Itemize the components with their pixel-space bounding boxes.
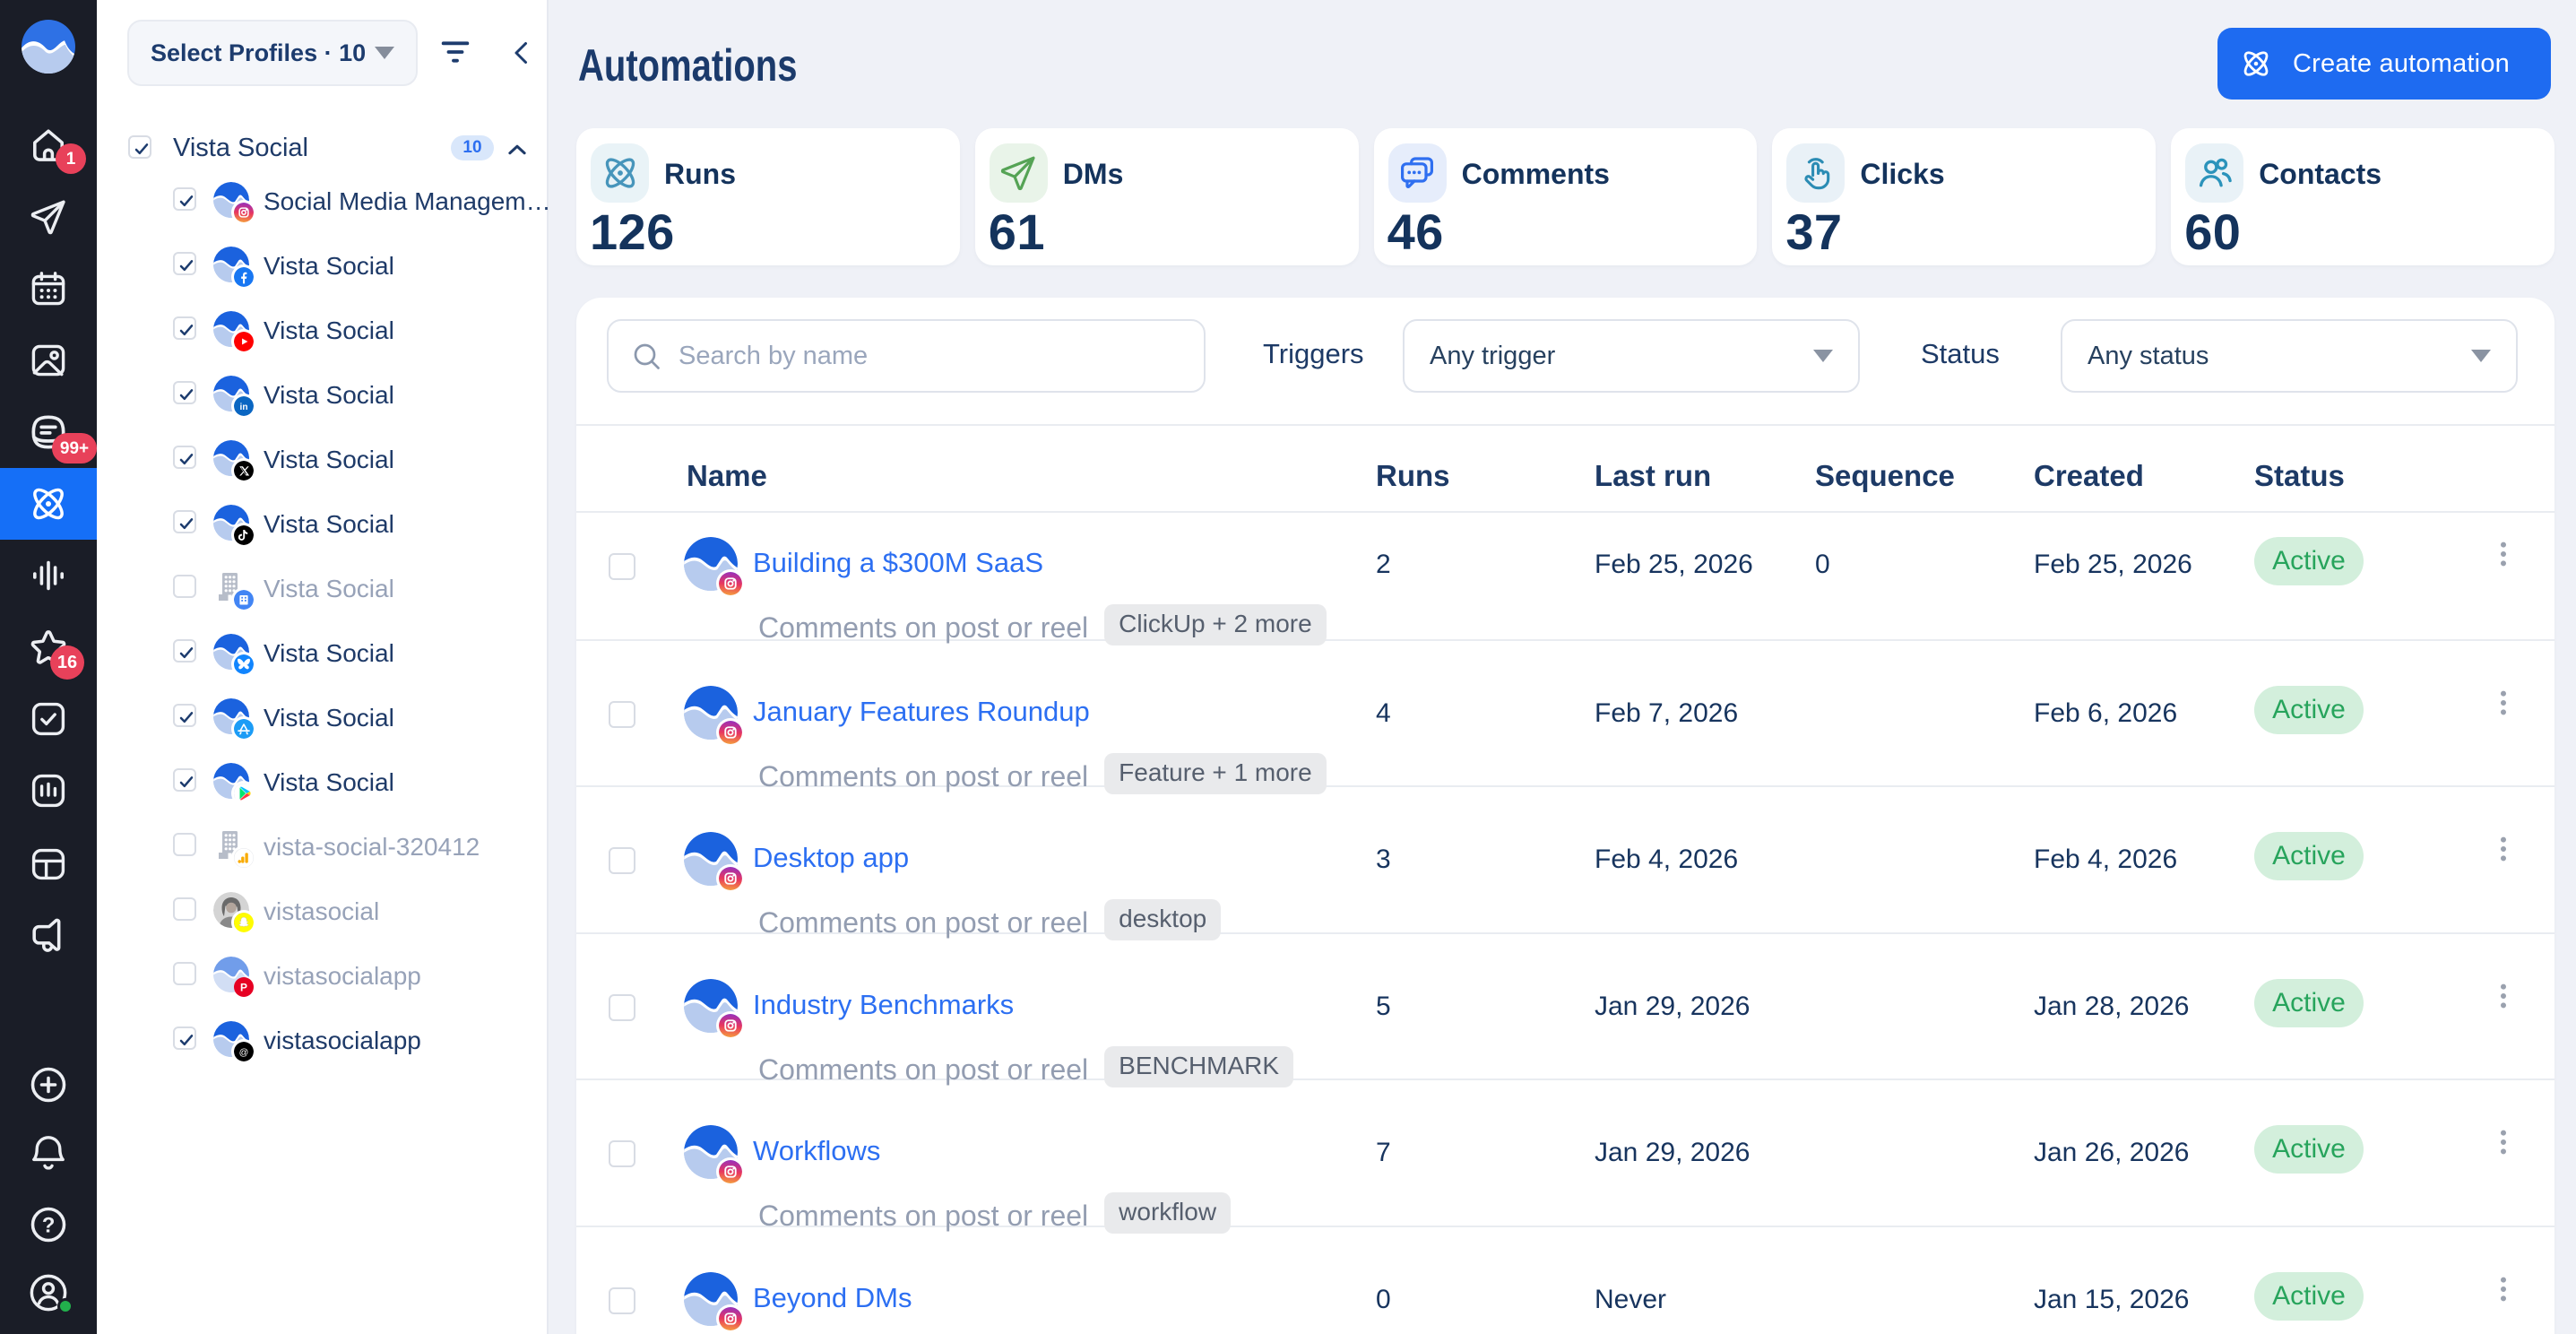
svg-text:?: ? <box>42 1213 56 1237</box>
